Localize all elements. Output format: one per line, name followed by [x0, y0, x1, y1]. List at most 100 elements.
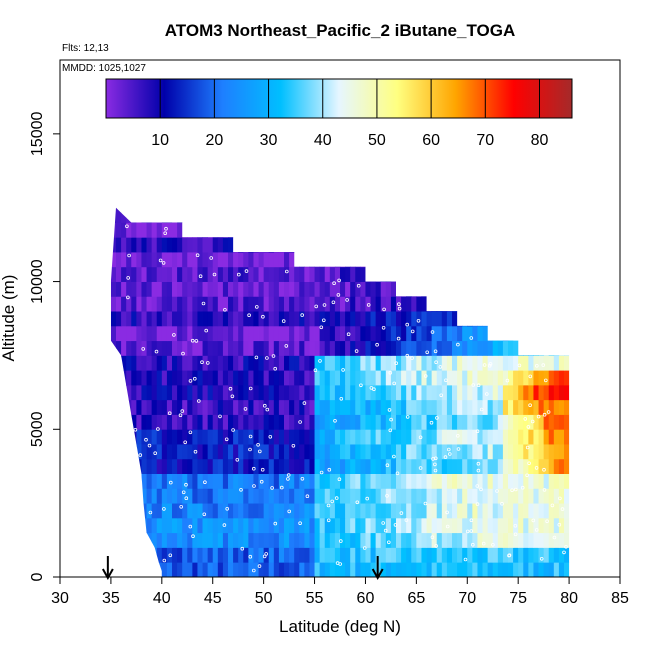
- heatmap-cell: [166, 370, 173, 386]
- heatmap-cell: [452, 399, 458, 415]
- heatmap-cell: [238, 207, 244, 223]
- heatmap-cell: [182, 532, 188, 548]
- heatmap-cell: [558, 532, 565, 548]
- heatmap-cell: [518, 281, 524, 297]
- heatmap-cell: [533, 325, 539, 342]
- heatmap-cell: [187, 444, 193, 460]
- heatmap-cell: [472, 384, 478, 401]
- heatmap-cell: [253, 458, 259, 474]
- heatmap-cell: [533, 237, 539, 253]
- heatmap-cell: [406, 207, 412, 223]
- heatmap-cell: [314, 532, 321, 548]
- heatmap-cell: [273, 547, 280, 563]
- heatmap-cell: [360, 384, 366, 401]
- heatmap-cell: [278, 252, 285, 268]
- heatmap-cell: [553, 296, 560, 312]
- heatmap-cell: [294, 311, 300, 327]
- heatmap-cell: [502, 488, 509, 504]
- heatmap-cell: [207, 547, 214, 563]
- heatmap-cell: [116, 252, 122, 268]
- heatmap-cell: [253, 311, 259, 327]
- sample-point: [491, 542, 495, 547]
- heatmap-cell: [131, 207, 137, 223]
- heatmap-cell: [390, 281, 397, 297]
- heatmap-cell: [390, 311, 397, 327]
- heatmap-cell: [238, 384, 244, 401]
- heatmap-cell: [401, 444, 407, 460]
- heatmap-cell: [431, 340, 438, 356]
- heatmap-cell: [299, 532, 305, 548]
- heatmap-cell: [355, 325, 361, 342]
- heatmap-cell: [426, 547, 433, 563]
- heatmap-cell: [212, 266, 219, 282]
- sample-point: [476, 468, 481, 473]
- heatmap-cell: [533, 414, 539, 430]
- heatmap-cell: [299, 340, 305, 356]
- heatmap-cell: [406, 517, 412, 534]
- heatmap-cell: [228, 207, 234, 223]
- heatmap-cell: [436, 384, 443, 401]
- heatmap-cell: [396, 325, 402, 342]
- heatmap-cell: [248, 532, 254, 548]
- heatmap-cell: [187, 207, 193, 223]
- heatmap-cell: [324, 458, 331, 474]
- heatmap-cell: [345, 503, 351, 519]
- heatmap-cell: [528, 503, 534, 519]
- heatmap-cell: [217, 325, 224, 342]
- heatmap-cell: [202, 281, 209, 297]
- heatmap-cell: [258, 473, 265, 489]
- sample-point: [144, 437, 148, 442]
- heatmap-cell: [294, 237, 300, 253]
- heatmap-cell: [350, 488, 356, 504]
- heatmap-cell: [146, 237, 153, 253]
- heatmap-cell: [248, 296, 254, 312]
- heatmap-cell: [416, 325, 422, 342]
- heatmap-cell: [263, 399, 270, 415]
- heatmap-cell: [528, 311, 534, 327]
- heatmap-cell: [146, 296, 153, 312]
- heatmap-cell: [319, 237, 326, 253]
- heatmap-cell: [436, 311, 443, 327]
- heatmap-cell: [345, 562, 351, 577]
- heatmap-cell: [329, 370, 336, 386]
- heatmap-cell: [370, 370, 377, 386]
- heatmap-cell: [156, 340, 163, 356]
- heatmap-cell: [329, 340, 336, 356]
- heatmap-cell: [477, 325, 483, 342]
- heatmap-cell: [467, 503, 473, 519]
- sample-point: [392, 454, 396, 459]
- heatmap-cell: [482, 503, 489, 519]
- heatmap-cell: [370, 399, 377, 415]
- sample-point: [138, 453, 143, 457]
- heatmap-cell: [518, 237, 524, 253]
- heatmap-cell: [207, 488, 214, 504]
- heatmap-cell: [502, 414, 509, 430]
- sample-point: [298, 420, 302, 424]
- heatmap-cell: [228, 355, 234, 371]
- heatmap-cell: [411, 370, 417, 386]
- heatmap-cell: [319, 384, 326, 401]
- heatmap-cell: [131, 266, 137, 282]
- heatmap-cell: [375, 311, 382, 327]
- heatmap-cell: [182, 384, 188, 401]
- heatmap-cell: [263, 355, 270, 371]
- heatmap-cell: [151, 237, 158, 253]
- heatmap-cell: [294, 370, 300, 386]
- heatmap-cell: [396, 414, 402, 430]
- heatmap-cell: [385, 503, 392, 519]
- heatmap-cell: [350, 311, 356, 327]
- heatmap-cell: [182, 473, 188, 489]
- heatmap-cell: [533, 340, 539, 356]
- heatmap-cell: [233, 222, 239, 238]
- heatmap-cell: [467, 207, 473, 223]
- x-axis-label: Latitude (deg N): [279, 617, 401, 636]
- heatmap-cell: [452, 429, 458, 445]
- heatmap-cell: [126, 532, 132, 548]
- heatmap-cell: [151, 473, 158, 489]
- heatmap-cell: [513, 311, 519, 327]
- heatmap-cell: [212, 370, 219, 386]
- heatmap-cell: [309, 399, 315, 415]
- heatmap-cell: [243, 222, 249, 238]
- heatmap-cell: [284, 473, 290, 489]
- heatmap-cell: [360, 473, 366, 489]
